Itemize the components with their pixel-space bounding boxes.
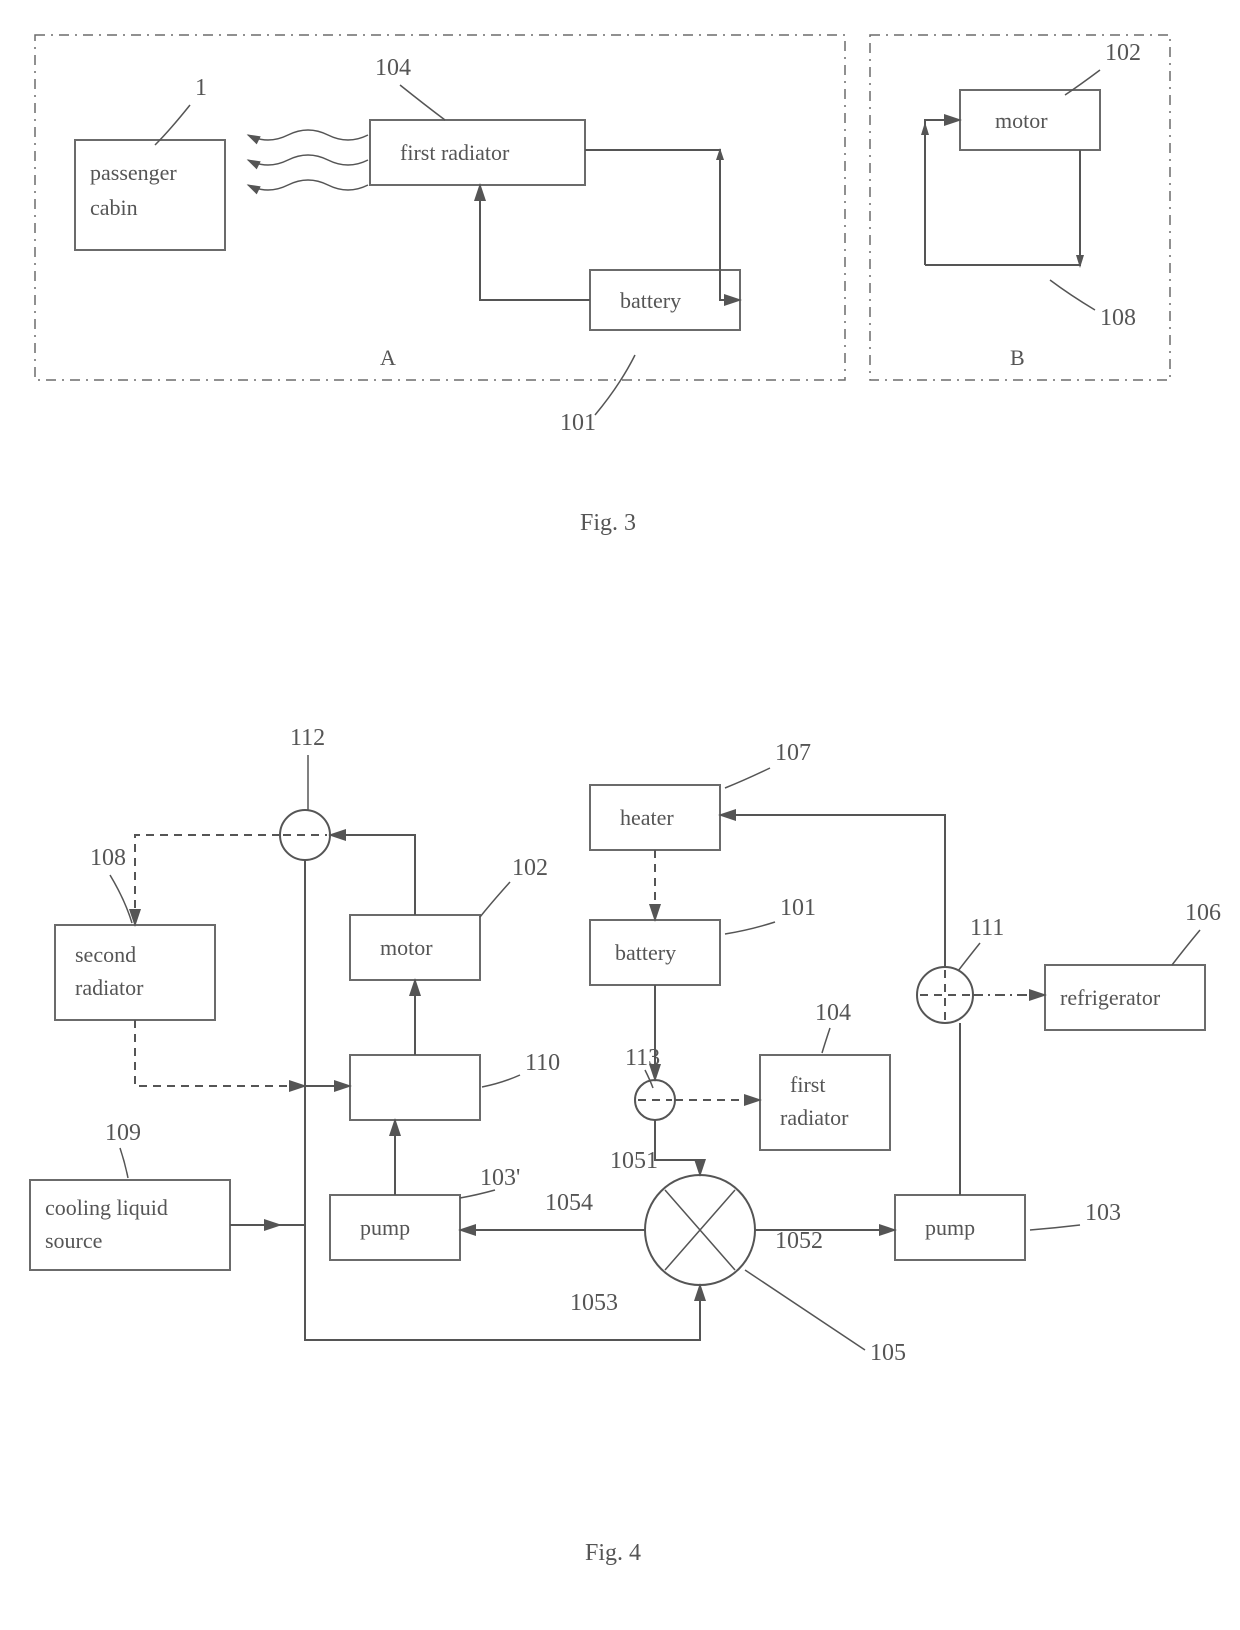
- leader-101-curve: [595, 355, 635, 415]
- motor-text: motor: [995, 108, 1048, 133]
- conn-113-to-105: [655, 1120, 700, 1175]
- ld-108: 108: [90, 845, 126, 871]
- motor-loop-down: [925, 150, 1080, 265]
- ld-107: 107: [775, 740, 811, 766]
- region-a-label: A: [380, 345, 396, 370]
- leader-104-text: 104: [375, 55, 411, 81]
- second-radiator-box: [55, 925, 215, 1020]
- flow-battery-to-radiator: [480, 185, 590, 300]
- first-radiator-text: first radiator: [400, 140, 510, 165]
- ld-1054: 1054: [545, 1190, 593, 1216]
- ld-110: 110: [525, 1050, 560, 1076]
- conn-112-to-secrad: [135, 835, 280, 925]
- motor-text-4: motor: [380, 935, 433, 960]
- node-110-box: [350, 1055, 480, 1120]
- cooling-liquid-t1: cooling liquid: [45, 1195, 168, 1220]
- conn-secrad-to-trunk: [135, 1020, 305, 1086]
- figure-4: second radiator cooling liquid source mo…: [0, 560, 1240, 1630]
- pump2-text: pump: [360, 1215, 410, 1240]
- ld-101: 101: [780, 895, 816, 921]
- ld-106: 106: [1185, 900, 1221, 926]
- first-radiator-box-4: [760, 1055, 890, 1150]
- leader-108-curve: [1050, 280, 1095, 310]
- ld-104: 104: [815, 1000, 851, 1026]
- battery-text: battery: [620, 288, 681, 313]
- region-a-frame: [35, 35, 845, 380]
- refrigerator-text: refrigerator: [1060, 985, 1161, 1010]
- ld-1052: 1052: [775, 1228, 823, 1254]
- ld-1051: 1051: [610, 1148, 658, 1174]
- valve-105-baffle: [665, 1190, 735, 1270]
- ld-1053: 1053: [570, 1290, 618, 1316]
- second-radiator-t1: second: [75, 942, 136, 967]
- ld-103p: 103': [480, 1165, 520, 1191]
- heat-wave-3: [248, 180, 368, 190]
- ld-102: 102: [512, 855, 548, 881]
- ld-112: 112: [290, 725, 325, 751]
- figure-3: A B passenger cabin first radiator batte…: [0, 0, 1240, 560]
- heat-wave-2: [248, 155, 368, 165]
- motor-loop-up: [925, 120, 960, 265]
- flow-radiator-to-battery: [585, 150, 740, 300]
- passenger-cabin-text2: cabin: [90, 195, 138, 220]
- leader-1-text: 1: [195, 75, 207, 101]
- heat-wave-1: [248, 130, 368, 140]
- heater-text: heater: [620, 805, 674, 830]
- leader-104-curve: [400, 85, 445, 120]
- conn-trunk-down: [305, 1086, 700, 1340]
- first-radiator-t1-4: first: [790, 1072, 825, 1097]
- ld-111: 111: [970, 915, 1004, 941]
- leader-108-text: 108: [1100, 305, 1136, 331]
- region-b-label: B: [1010, 345, 1025, 370]
- ld-103: 103: [1085, 1200, 1121, 1226]
- conn-111-to-heater: [720, 815, 945, 967]
- conn-motor-to-112: [330, 835, 415, 915]
- figure-3-caption: Fig. 3: [580, 510, 636, 536]
- second-radiator-t2: radiator: [75, 975, 144, 1000]
- ld-105: 105: [870, 1340, 906, 1366]
- passenger-cabin-text1: passenger: [90, 160, 177, 185]
- first-radiator-t2-4: radiator: [780, 1105, 849, 1130]
- figure-4-caption: Fig. 4: [585, 1540, 641, 1566]
- leader-102-text: 102: [1105, 40, 1141, 66]
- leader-102-curve: [1065, 70, 1100, 95]
- cooling-liquid-source-box: [30, 1180, 230, 1270]
- battery-text-4: battery: [615, 940, 676, 965]
- leader-101-text: 101: [560, 410, 596, 436]
- ld-109: 109: [105, 1120, 141, 1146]
- cooling-liquid-t2: source: [45, 1228, 102, 1253]
- ld-113: 113: [625, 1045, 660, 1071]
- pump1-text: pump: [925, 1215, 975, 1240]
